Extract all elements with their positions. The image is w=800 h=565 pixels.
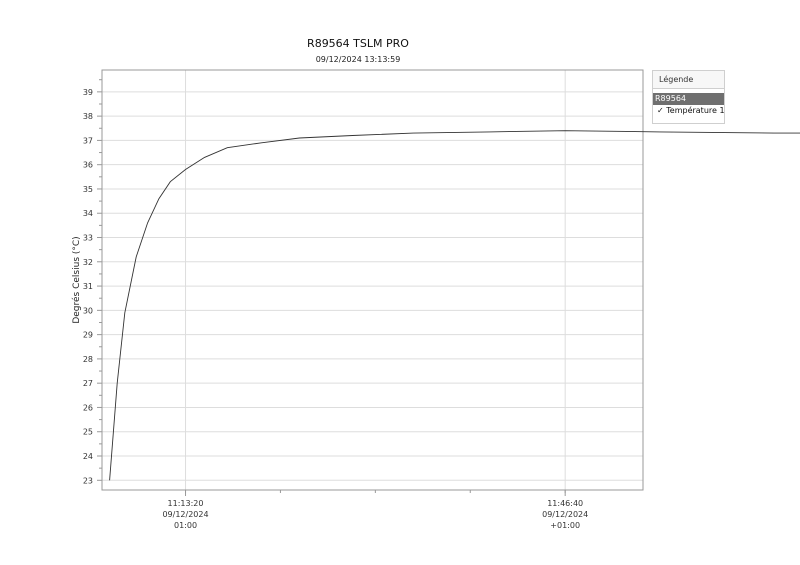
y-tick-label: 38 (83, 112, 93, 121)
plot-area-frame (101, 69, 644, 491)
tick-layer (97, 79, 566, 496)
y-tick-label: 37 (83, 136, 93, 145)
y-tick-label: 28 (83, 355, 93, 364)
x-tick-label: 09/12/2024 (542, 510, 588, 519)
legend-item-temperature-1[interactable]: ✓ Température 1 (653, 105, 725, 117)
y-tick-label: 29 (83, 331, 93, 340)
x-tick-label: 11:46:40 (547, 499, 583, 508)
y-tick-label: 25 (83, 428, 93, 437)
y-tick-label: 34 (83, 209, 93, 218)
y-axis-title: Degrés Celsius (°C) (71, 236, 82, 323)
y-tick-label: 23 (83, 476, 93, 485)
y-tick-label: 24 (83, 452, 93, 461)
y-tick-label: 30 (83, 306, 93, 315)
x-tick-label: +01:00 (550, 521, 580, 530)
x-tick-label: 01:00 (174, 521, 197, 530)
legend: Légende R89564 ✓ Température 1 (652, 70, 725, 124)
y-tick-label: 31 (83, 282, 93, 291)
y-tick-label: 39 (83, 88, 93, 97)
label-layer: 23 24 25 26 27 28 29 30 31 32 33 34 35 36 37 38 39 11:13:… (83, 88, 588, 530)
y-tick-label: 32 (83, 258, 93, 267)
legend-group-r89564[interactable]: R89564 (653, 93, 724, 105)
check-icon: ✓ (657, 106, 664, 115)
y-tick-label: 26 (83, 403, 93, 412)
y-tick-label: 35 (83, 185, 93, 194)
x-tick-label: 11:13:20 (168, 499, 204, 508)
series-line-temperature-1 (109, 130, 800, 481)
grid-layer (102, 70, 643, 490)
y-tick-label: 33 (83, 234, 93, 243)
chart-subtitle: 09/12/2024 13:13:59 (315, 55, 401, 64)
y-tick-label: 36 (83, 161, 93, 170)
y-tick-label: 27 (83, 379, 93, 388)
chart-title: R89564 TSLM PRO (307, 37, 409, 50)
x-tick-label: 09/12/2024 (162, 510, 208, 519)
legend-header: Légende (653, 71, 724, 89)
legend-item-label: Température 1 (666, 106, 725, 115)
